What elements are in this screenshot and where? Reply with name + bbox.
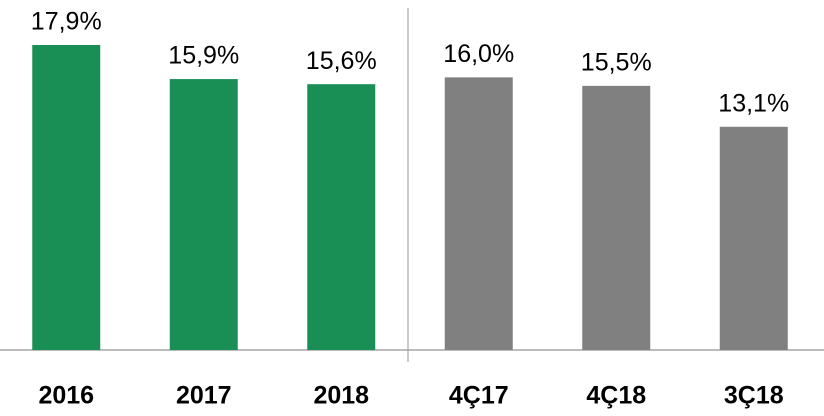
value-label: 15,5% (581, 48, 652, 76)
x-tick-label: 4Ç18 (586, 382, 646, 410)
x-tick-label: 2018 (313, 382, 369, 410)
bar (719, 126, 788, 350)
bar (444, 77, 513, 351)
bar (32, 44, 101, 350)
value-label: 16,0% (443, 40, 514, 68)
bar (307, 84, 376, 351)
x-tick-label: 3Ç18 (724, 382, 784, 410)
x-tick-label: 2016 (38, 382, 94, 410)
x-tick-label: 2017 (176, 382, 232, 410)
value-label: 17,9% (31, 8, 102, 36)
value-label: 15,6% (306, 47, 377, 75)
x-tick-label: 4Ç17 (449, 382, 509, 410)
bar (582, 85, 651, 350)
value-label: 13,1% (718, 89, 789, 117)
value-label: 15,9% (168, 42, 239, 70)
bar (169, 79, 238, 351)
